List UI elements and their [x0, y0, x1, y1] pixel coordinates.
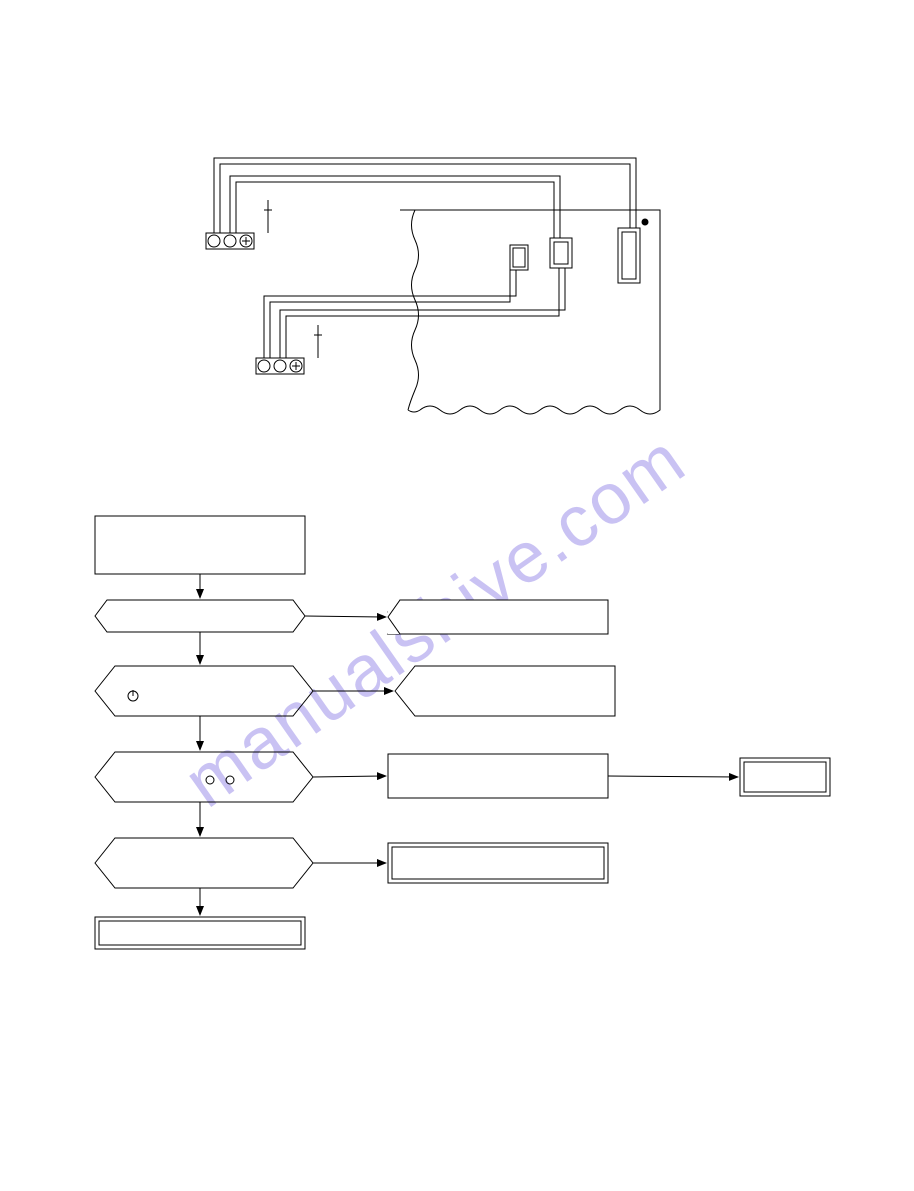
node-r4-inner — [392, 847, 604, 879]
diagram-canvas — [0, 0, 914, 1191]
node-d4 — [95, 838, 313, 888]
node-d3 — [95, 752, 313, 802]
wiring-diagram — [206, 158, 660, 414]
edge-r3-end3 — [608, 776, 738, 777]
node-start — [95, 516, 305, 574]
flowchart — [95, 516, 830, 949]
edge-d3-r3 — [313, 776, 386, 777]
board-outline — [400, 210, 660, 414]
upper-terminal — [206, 200, 272, 249]
node-d2 — [95, 666, 313, 716]
node-r4-outer — [388, 843, 608, 883]
node-r2 — [395, 666, 615, 716]
lower-wires — [264, 268, 565, 358]
board-dot — [642, 219, 649, 226]
node-end3-inner — [744, 762, 826, 792]
lower-terminal — [256, 325, 322, 374]
circle-icon-1 — [206, 776, 214, 784]
node-r3 — [388, 754, 608, 798]
node-d1 — [95, 600, 305, 632]
node-end-inner — [99, 921, 301, 945]
node-end-outer — [95, 917, 305, 949]
node-end3-outer — [740, 758, 830, 796]
edge-d1-r1 — [305, 616, 386, 617]
circle-icon-2 — [226, 776, 234, 784]
node-r1-shape — [388, 600, 608, 634]
connector-c — [618, 228, 640, 283]
upper-wires — [214, 158, 636, 238]
